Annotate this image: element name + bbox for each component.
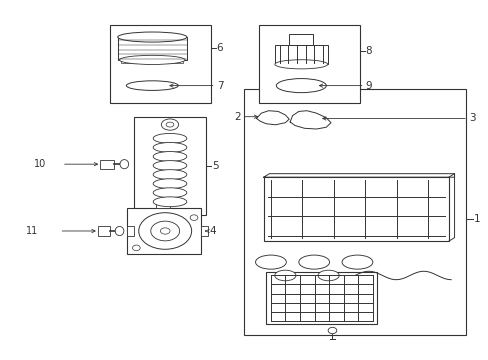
Ellipse shape (276, 78, 325, 93)
Bar (98, 226, 110, 235)
Ellipse shape (118, 32, 186, 42)
Ellipse shape (132, 245, 140, 251)
Ellipse shape (153, 179, 186, 189)
Bar (263, 177, 448, 241)
Text: 5: 5 (211, 161, 218, 171)
Bar (100, 159, 114, 169)
Bar (118, 37, 186, 60)
Bar (201, 226, 208, 236)
Ellipse shape (119, 55, 185, 64)
Ellipse shape (153, 143, 186, 152)
Ellipse shape (190, 215, 198, 220)
Ellipse shape (274, 270, 295, 281)
Text: 4: 4 (209, 226, 216, 236)
Ellipse shape (153, 197, 186, 207)
Ellipse shape (115, 226, 123, 235)
Text: 6: 6 (216, 44, 223, 54)
Bar (110, 25, 210, 103)
Ellipse shape (153, 161, 186, 171)
Text: 7: 7 (216, 81, 223, 91)
Bar (121, 60, 183, 63)
Bar (289, 35, 313, 45)
Text: 1: 1 (473, 214, 480, 224)
Ellipse shape (317, 270, 339, 281)
Bar (126, 208, 201, 254)
Ellipse shape (153, 170, 186, 180)
Ellipse shape (153, 134, 186, 143)
Ellipse shape (153, 188, 186, 198)
Ellipse shape (120, 159, 128, 169)
Ellipse shape (274, 60, 327, 69)
Text: 8: 8 (365, 46, 371, 56)
Ellipse shape (150, 221, 179, 241)
Bar (134, 117, 205, 215)
Ellipse shape (160, 228, 170, 234)
Bar (274, 45, 327, 64)
Text: 9: 9 (365, 81, 371, 91)
Bar (258, 25, 359, 103)
Ellipse shape (298, 255, 329, 269)
Ellipse shape (126, 81, 178, 90)
Bar (155, 203, 170, 208)
Text: 10: 10 (34, 159, 46, 169)
Bar (244, 89, 465, 335)
Text: 3: 3 (468, 113, 475, 123)
Ellipse shape (255, 255, 286, 269)
Ellipse shape (166, 122, 174, 127)
Ellipse shape (342, 255, 372, 269)
Ellipse shape (139, 213, 191, 249)
Ellipse shape (327, 327, 336, 334)
Bar (126, 226, 134, 236)
Ellipse shape (161, 119, 178, 130)
Text: 11: 11 (26, 226, 38, 236)
Bar (265, 273, 376, 324)
Text: 2: 2 (234, 112, 240, 122)
Ellipse shape (153, 152, 186, 161)
